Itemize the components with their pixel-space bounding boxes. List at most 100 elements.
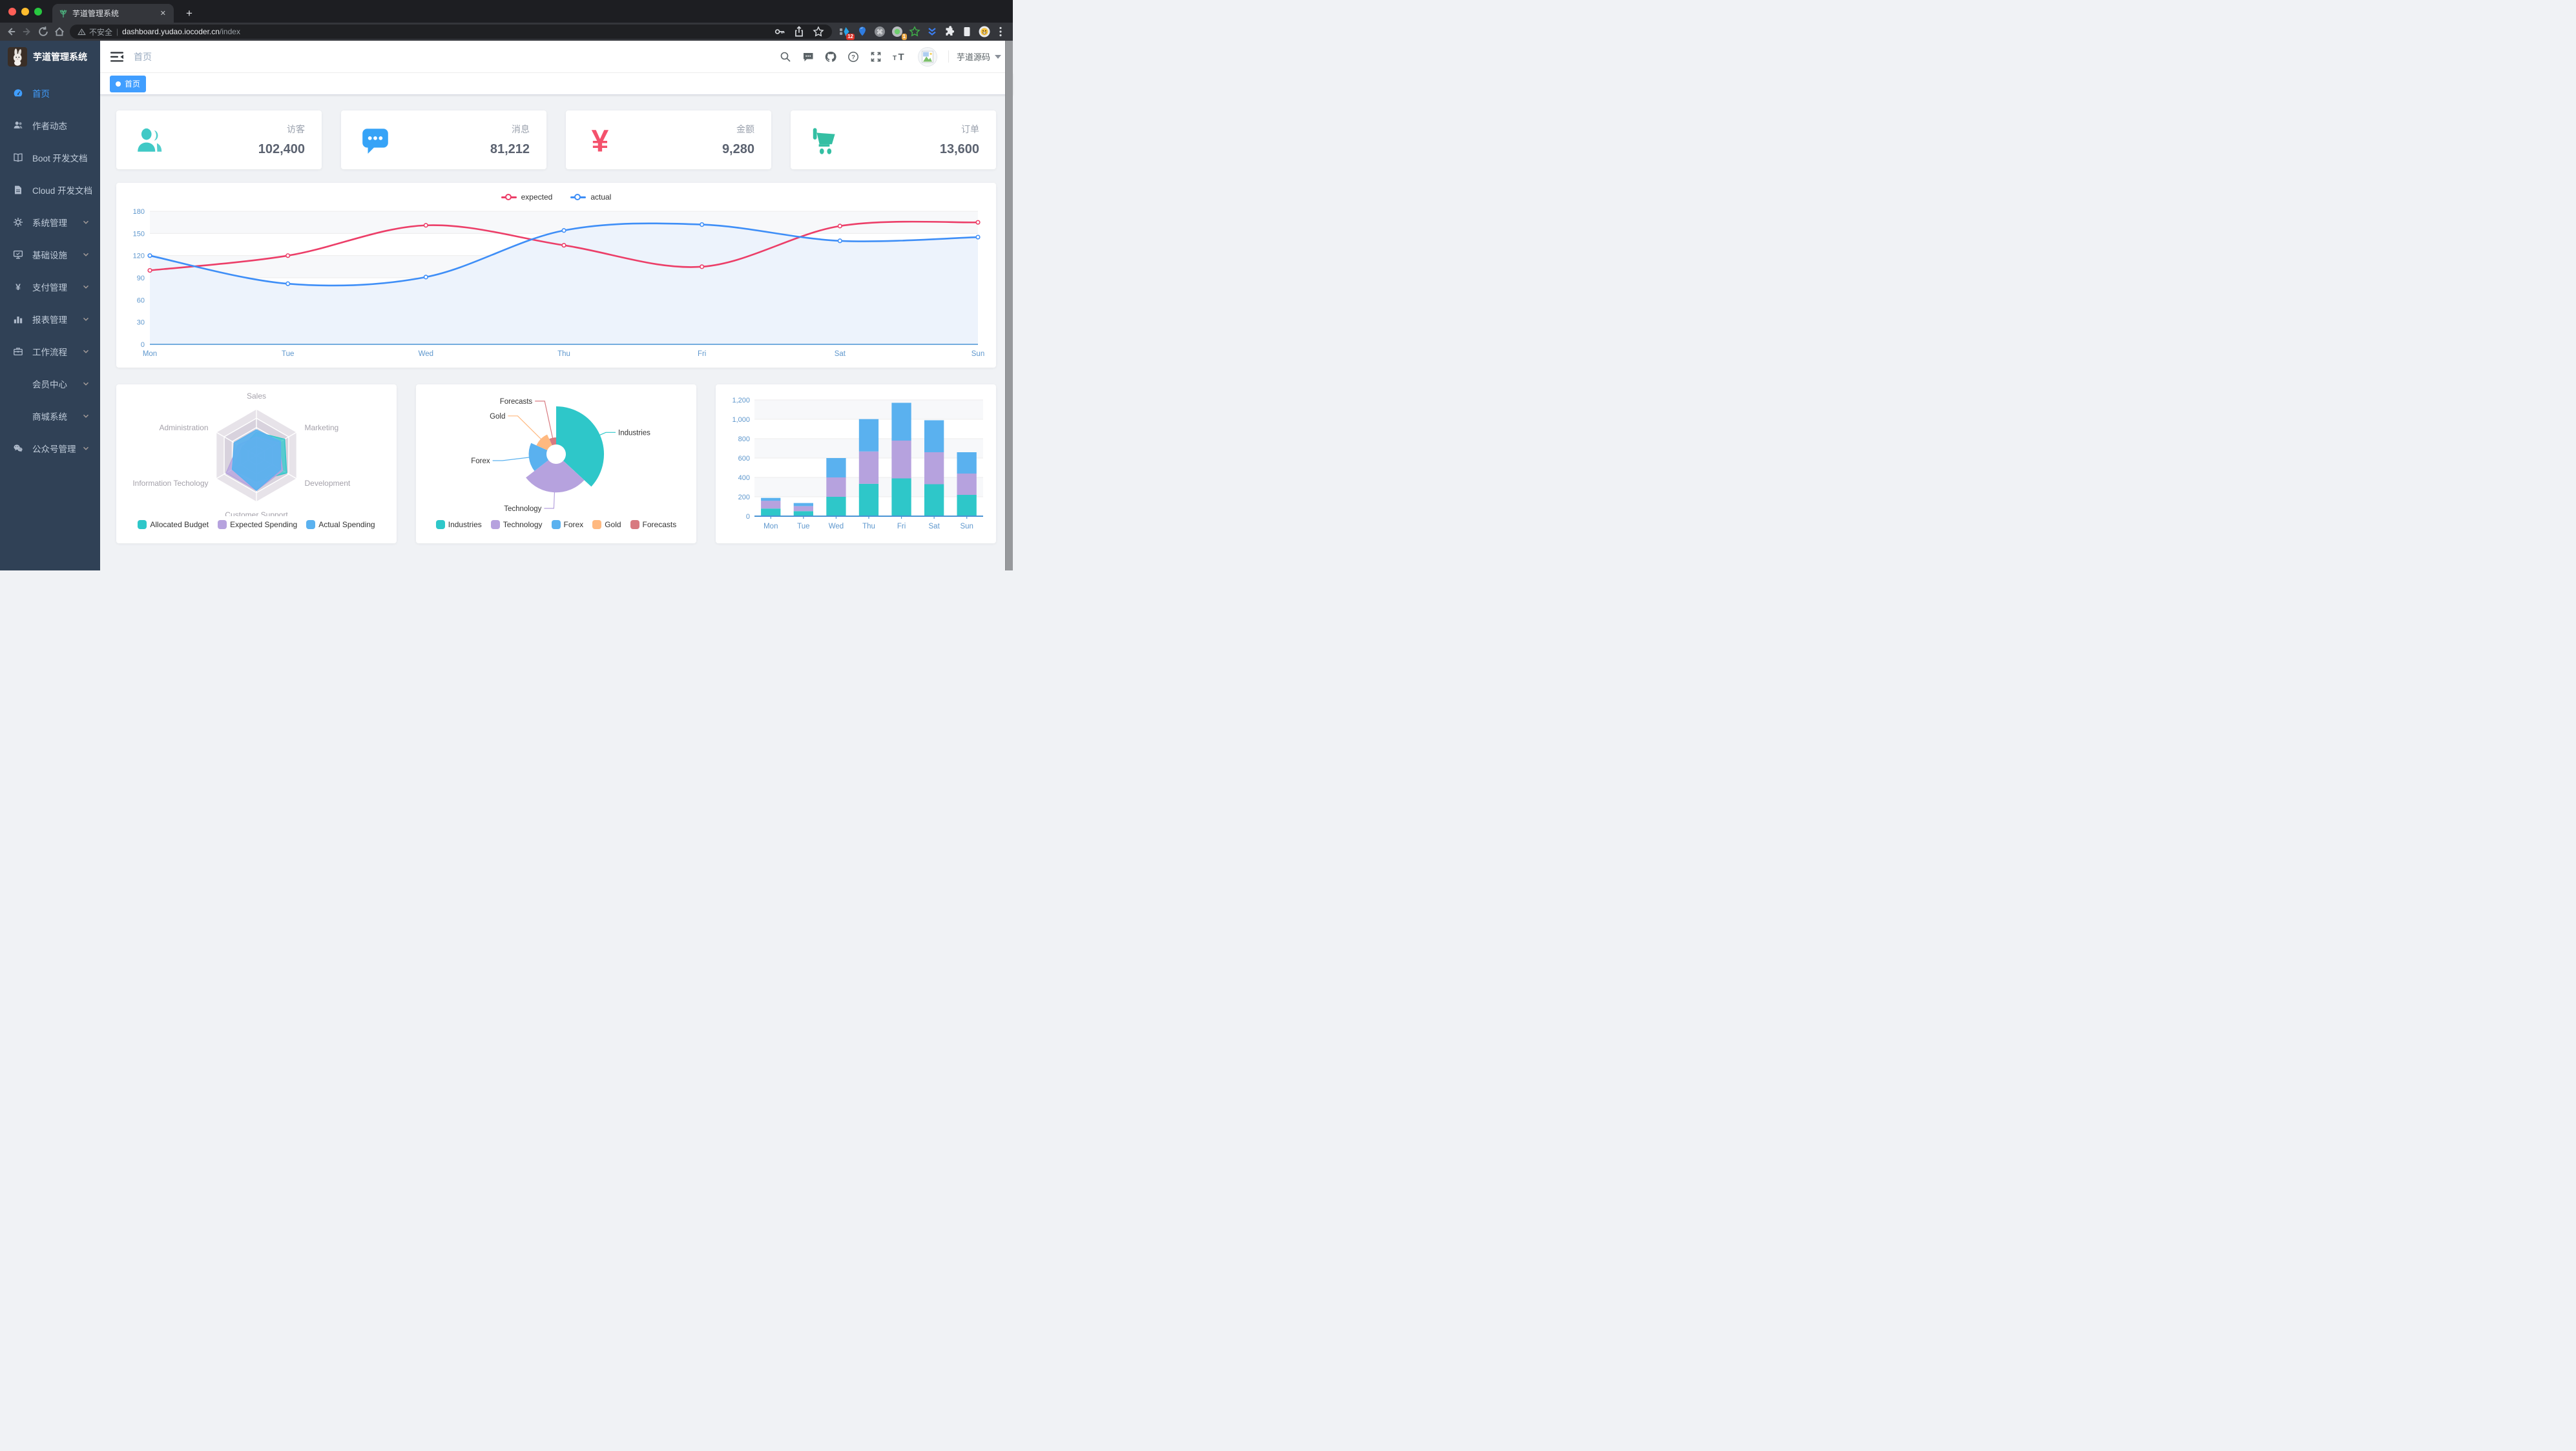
- wechat-icon: [13, 443, 23, 454]
- extension-tampermonkey-icon[interactable]: 12: [839, 26, 855, 40]
- bar-chart[interactable]: Mon Tue Wed Thu Fri Sat Sun 0 200 400 600 800 1,000 1…: [725, 392, 987, 533]
- chevron-down-icon: [82, 348, 90, 355]
- legend-item[interactable]: Technology: [490, 520, 543, 529]
- legend-item[interactable]: Gold: [592, 520, 621, 529]
- sidebar-item-home[interactable]: 首页: [0, 77, 100, 109]
- legend-item[interactable]: Forecasts: [630, 520, 676, 529]
- sidebar-item-mp[interactable]: 公众号管理: [0, 432, 100, 465]
- user-avatar[interactable]: [917, 47, 937, 67]
- svg-text:90: 90: [137, 275, 145, 282]
- stat-label: 金额: [736, 124, 754, 134]
- svg-text:800: 800: [738, 435, 750, 443]
- sidebar-item-report[interactable]: 报表管理: [0, 303, 100, 335]
- sidebar-item-label: 作者动态: [32, 121, 67, 131]
- svg-text:1,200: 1,200: [732, 397, 750, 404]
- extension-star-green-icon[interactable]: [909, 26, 920, 37]
- radar-chart[interactable]: Sales Marketing Development Customer Suppor…: [125, 392, 388, 516]
- sidebar-item-member[interactable]: 会员中心: [0, 368, 100, 400]
- svg-text:Gold: Gold: [490, 413, 505, 421]
- legend-label: Forex: [563, 520, 584, 529]
- legend-item[interactable]: Allocated Budget: [138, 520, 209, 529]
- extension-recorder-icon[interactable]: 1: [891, 26, 907, 40]
- extension-reading-list-icon[interactable]: [961, 26, 973, 37]
- svg-text:400: 400: [738, 474, 750, 482]
- sidebar-item-mall[interactable]: 商城系统: [0, 400, 100, 432]
- tag-home[interactable]: 首页: [110, 75, 147, 92]
- security-warning[interactable]: 不安全: [78, 26, 112, 37]
- window-zoom-button[interactable]: [34, 8, 42, 16]
- extension-balloon-icon[interactable]: [857, 26, 868, 37]
- browser-tab[interactable]: 芋道管理系统 ✕: [52, 4, 174, 23]
- legend-chip-icon: [306, 520, 316, 529]
- stat-card-访客[interactable]: 访客 102,400: [116, 110, 322, 169]
- extension-chevrons-icon[interactable]: [926, 26, 938, 37]
- svg-text:T: T: [893, 55, 897, 62]
- extension-badge: 12: [846, 34, 855, 40]
- github-icon[interactable]: [825, 51, 836, 63]
- user-name: 芋道源码: [956, 52, 990, 62]
- back-button[interactable]: [5, 26, 17, 37]
- stat-card-消息[interactable]: 消息 81,212: [341, 110, 546, 169]
- password-key-icon[interactable]: [774, 26, 785, 37]
- app-logo[interactable]: 芋道管理系统: [0, 41, 100, 73]
- fullscreen-icon[interactable]: [870, 51, 882, 63]
- sidebar-collapse-icon[interactable]: [110, 51, 123, 63]
- message-icon[interactable]: [802, 51, 814, 63]
- svg-text:Fri: Fri: [897, 523, 906, 530]
- document-icon: [13, 185, 23, 195]
- app-title: 芋道管理系统: [33, 52, 87, 62]
- home-button[interactable]: [54, 26, 65, 37]
- stat-card-金额[interactable]: ¥ 金额 9,280: [566, 110, 771, 169]
- tab-close-icon[interactable]: ✕: [160, 10, 166, 17]
- user-menu[interactable]: 芋道源码: [948, 50, 1001, 63]
- legend-item[interactable]: Industries: [435, 520, 482, 529]
- tag-label: 首页: [125, 79, 141, 89]
- stat-value: 13,600: [939, 142, 979, 156]
- legend-item[interactable]: Actual Spending: [306, 520, 375, 529]
- stat-label: 消息: [512, 124, 530, 134]
- forward-button[interactable]: [21, 26, 33, 37]
- chevron-down-icon: [82, 412, 90, 420]
- legend-item-actual[interactable]: actual: [570, 193, 611, 202]
- share-icon[interactable]: [793, 26, 805, 37]
- sidebar-item-system[interactable]: 系统管理: [0, 206, 100, 238]
- extension-puzzle-icon[interactable]: [944, 26, 955, 37]
- address-bar[interactable]: 不安全 | dashboard.yudao.iocoder.cn/index: [70, 25, 832, 39]
- sidebar-item-label: 商城系统: [32, 412, 67, 422]
- reload-button[interactable]: [37, 26, 49, 37]
- tags-view-bar: 首页: [100, 73, 1013, 95]
- window-close-button[interactable]: [8, 8, 16, 16]
- radar-chart-card: Sales Marketing Development Customer Suppor…: [116, 384, 397, 543]
- sidebar-item-pay[interactable]: ¥ 支付管理: [0, 271, 100, 303]
- sidebar-item-cloud-docs[interactable]: Cloud 开发文档: [0, 174, 100, 206]
- window-minimize-button[interactable]: [21, 8, 29, 16]
- new-tab-button[interactable]: +: [186, 7, 192, 19]
- tag-active-dot: [116, 81, 121, 87]
- line-chart[interactable]: 0 30 60 90 120 150 180 Mon Tue Wed Thu Fri Sat Sun: [128, 206, 984, 361]
- sidebar-item-boot-docs[interactable]: Boot 开发文档: [0, 141, 100, 174]
- browser-menu-icon[interactable]: [995, 26, 1006, 37]
- sidebar-item-author-news[interactable]: 作者动态: [0, 109, 100, 141]
- extensions-row: 12 ⌘ 1: [839, 26, 990, 40]
- search-icon[interactable]: [780, 51, 791, 63]
- stat-card-订单[interactable]: 订单 13,600: [791, 110, 996, 169]
- breadcrumb[interactable]: 首页: [134, 51, 152, 62]
- legend-item[interactable]: Expected Spending: [218, 520, 297, 529]
- help-icon[interactable]: ?: [847, 51, 859, 63]
- pie-chart[interactable]: Industries Technology Forex Gold Forecasts: [425, 392, 687, 516]
- legend-item-expected[interactable]: expected: [501, 193, 552, 202]
- sidebar-item-workflow[interactable]: 工作流程: [0, 335, 100, 368]
- gear-icon: [13, 217, 23, 227]
- legend-item[interactable]: Forex: [551, 520, 584, 529]
- sidebar-item-label: 工作流程: [32, 348, 67, 357]
- page-scrollbar[interactable]: [1005, 41, 1013, 570]
- sidebar-item-infra[interactable]: 基础设施: [0, 238, 100, 271]
- extension-command-icon[interactable]: ⌘: [874, 26, 886, 37]
- svg-text:Sat: Sat: [929, 523, 940, 530]
- money-icon: ¥: [584, 124, 616, 156]
- bookmark-star-icon[interactable]: [813, 26, 824, 37]
- svg-text:180: 180: [133, 208, 145, 216]
- extension-profile-icon[interactable]: [979, 26, 990, 37]
